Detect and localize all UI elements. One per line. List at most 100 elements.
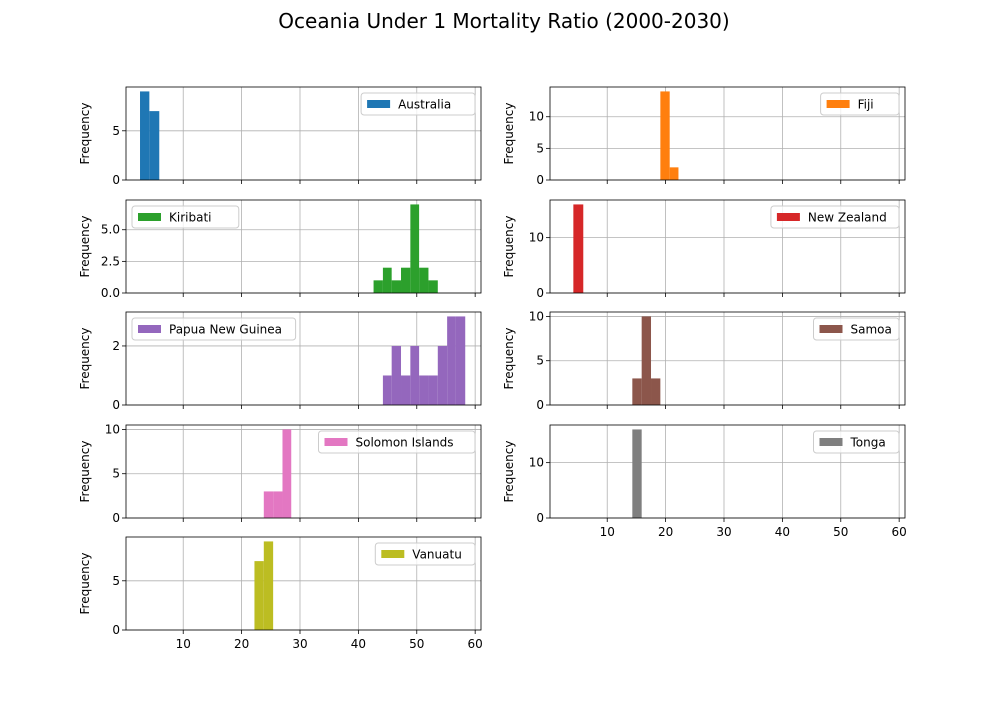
histogram-bar [382,267,392,293]
histogram-bar [669,167,679,180]
legend-label: Papua New Guinea [169,323,282,337]
legend-tonga: Tonga [813,430,900,454]
panel-fiji: 0 5 10 Frequency Fiji [502,86,906,187]
histogram-bar [410,345,420,405]
y-tick-label: 5 [536,354,544,368]
histogram-bar [437,345,448,405]
x-tick-label: 20 [658,525,673,539]
legend-samoa: Samoa [813,317,900,341]
legend-swatch [776,213,800,221]
histogram-bar [447,316,456,405]
axes-frame [125,536,482,631]
histogram-bar [401,267,411,293]
axes-frame [549,424,906,519]
legend-swatch [826,100,850,108]
y-tick-label: 5 [112,467,120,481]
legend-swatch [367,100,391,108]
y-tick-label: 0 [112,398,120,412]
panel-solomon-islands: 0 5 10 Frequency Solomon Islands [78,422,482,525]
legend-label: Australia [398,98,451,112]
y-tick-label: 5 [112,124,120,138]
panel-tonga: 0 10 10 20 30 40 50 60 Frequency Tonga [502,424,907,539]
x-tick-label: 40 [351,637,366,651]
x-tick-label: 60 [892,525,907,539]
histogram-bar [382,375,392,405]
histogram-bar [632,378,642,405]
y-axis-label: Frequency [502,103,516,165]
y-tick-label: 0 [536,398,544,412]
y-axis-label: Frequency [78,103,92,165]
x-tick-label: 60 [468,637,483,651]
y-tick-label: 0 [112,173,120,187]
y-tick-label: 0.0 [101,286,120,300]
panel-kiribati: 0.0 2.5 5.0 Frequency Kiribati [78,199,482,300]
y-tick-label: 0 [112,623,120,637]
y-tick-label: 10 [529,231,544,245]
legend-box [813,430,900,454]
histogram-bar [401,375,411,405]
histogram-bar [419,375,429,405]
x-tick-label: 40 [775,525,790,539]
y-axis-label: Frequency [78,553,92,615]
histogram-bar [149,111,160,180]
axes-frame [549,199,906,294]
histogram-bar [455,316,466,405]
legend-vanuatu: Vanuatu [374,542,476,566]
histogram-bar [641,316,652,405]
y-tick-label: 0 [536,511,544,525]
histogram-bar [632,429,642,518]
panel-new-zealand: 0 10 Frequency New Zealand [502,199,906,300]
legend-swatch [819,438,843,446]
axes-frame [125,424,482,519]
panel-samoa: 0 5 10 Frequency Samoa [502,309,906,412]
histogram-bar [428,375,438,405]
legend-box [360,92,476,116]
axes-frame [549,311,906,406]
histogram-bar [391,280,402,293]
y-tick-label: 0 [536,286,544,300]
legend-kiribati: Kiribati [131,205,240,229]
x-tick-label: 30 [292,637,307,651]
x-tick-label: 20 [234,637,249,651]
legend-swatch [138,325,161,333]
legend-solomon-islands: Solomon Islands [318,430,476,454]
y-axis-label: Frequency [78,216,92,278]
legend-box [820,92,900,116]
y-axis-label: Frequency [502,328,516,390]
x-tick-label: 50 [833,525,848,539]
x-tick-label: 10 [600,525,615,539]
legend-label: Vanuatu [412,548,462,562]
legend-label: Fiji [858,98,874,112]
y-axis-label: Frequency [78,441,92,503]
histogram-bar [273,491,283,518]
histogram-bar [419,267,429,293]
histogram-bar [391,345,402,405]
y-tick-label: 0 [536,173,544,187]
legend-label: Kiribati [169,211,211,225]
legend-swatch [324,438,348,446]
legend-papua-new-guinea: Papua New Guinea [131,317,297,341]
y-tick-label: 5.0 [101,223,120,237]
y-tick-label: 10 [105,422,120,436]
histogram-bar [660,91,670,180]
histogram-bar [263,541,274,630]
histogram-bar [263,491,274,518]
histogram-bar [428,280,438,293]
histogram-bar [410,204,420,293]
legend-box [813,317,900,341]
histogram-bar [651,378,661,405]
x-tick-label: 10 [176,637,191,651]
y-axis-label: Frequency [502,441,516,503]
legend-box [374,542,476,566]
legend-box [131,205,240,229]
y-tick-label: 0 [112,511,120,525]
panel-papua-new-guinea: 0 2 Frequency Papua New Guinea [78,311,482,412]
x-tick-label: 30 [716,525,731,539]
y-tick-label: 2.5 [101,254,120,268]
histogram-bar [140,91,150,180]
histogram-bar [254,561,264,630]
legend-box [770,205,900,229]
y-tick-label: 5 [536,141,544,155]
legend-label: New Zealand [808,211,887,225]
legend-box [131,317,297,341]
